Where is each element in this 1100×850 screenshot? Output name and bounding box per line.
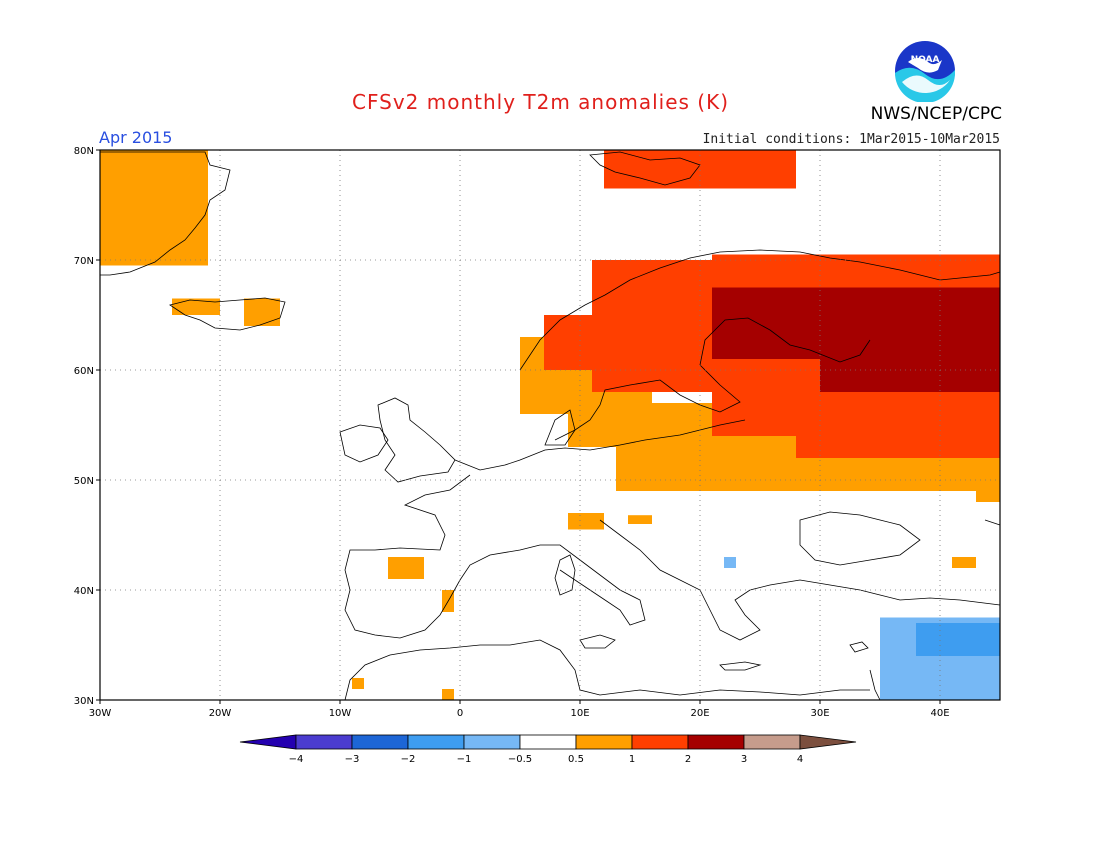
map-title: CFSv2 monthly T2m anomalies (K) [352,90,729,114]
anomaly-cell-22 [724,557,736,568]
map-axes: 30W 20W 10W 0 10E 20E 30E 40E 30N 40N 50N 60N 70N 80N [74,146,950,719]
colorbar-swatch [743,734,801,750]
coastline-scandinavia [519,249,1001,371]
map-frame [99,149,1001,701]
anomaly-cell-19 [952,557,976,568]
lat-tick-label: 40N [74,586,94,597]
lat-tick-label: 50N [74,476,94,487]
colorbar-label: 2 [685,754,691,765]
colorbar-swatch [575,734,633,750]
coastline-north-africa [344,639,870,701]
forecast-month-label: Apr 2015 [99,128,173,147]
lon-tick-label: 30W [89,708,112,719]
lon-tick-label: 40E [930,708,949,719]
colorbar-label: 3 [741,754,747,765]
coastline-jutland [544,409,576,446]
coastline-black-sea [799,511,921,566]
anomaly-cell-21 [442,689,454,700]
colorbar-label: −4 [289,754,304,765]
coastline-levant [869,669,881,701]
noaa-logo: NOAA [895,41,955,102]
lat-tick-label: 80N [74,146,94,157]
anomaly-cell-24 [916,623,1000,656]
coastline-greenland [100,151,231,276]
coastline-sicily [579,634,616,649]
coastline-ireland [339,424,389,463]
coastline-baltic [554,317,871,441]
coastline-crete [719,661,762,671]
lat-tick-label: 60N [74,366,94,377]
colorbar-swatch [351,734,409,750]
colorbar-label: 4 [797,754,803,765]
graticule [100,150,1000,700]
coastline-balkans [599,519,771,641]
lon-tick-label: 30E [810,708,829,719]
colorbar-label: −2 [401,754,416,765]
coastline-caspian [984,519,1001,526]
colorbar-label: −3 [345,754,360,765]
colorbar-swatch [631,734,689,750]
anomaly-cell-1 [172,298,220,315]
colorbar-swatch [407,734,465,750]
coastline-iceland [169,297,286,331]
coastline-svalbard [589,151,701,186]
anomaly-cell-0 [100,150,208,266]
anomaly-cell-12 [712,287,1000,359]
colorbar: −4 −3 −2 −1 −0.5 0.5 1 2 3 4 [239,734,857,765]
anomaly-shading [100,150,1000,700]
colorbar-label: 0.5 [568,754,584,765]
colorbar-high-arrow [799,734,857,750]
anomaly-cell-17 [388,557,424,579]
anomaly-cell-2 [244,298,280,326]
colorbar-label: −1 [457,754,472,765]
anomaly-cell-15 [568,513,604,530]
colorbar-low-arrow [239,734,297,750]
coastline-turkey [769,579,1001,606]
coastline-italy [540,544,646,626]
lat-tick-label: 70N [74,256,94,267]
coastline-continent-north [454,419,746,471]
lon-tick-label: 10E [570,708,589,719]
colorbar-swatch [463,734,521,750]
noaa-logo-text: NOAA [911,55,940,65]
agency-label: NWS/NCEP/CPC [870,104,1002,124]
lon-tick-label: 0 [457,708,463,719]
initial-conditions-label: Initial conditions: 1Mar2015-10Mar2015 [702,132,1000,147]
lat-tick-label: 30N [74,696,94,707]
coastline-france-iberia [344,474,541,639]
lon-tick-label: 20W [209,708,232,719]
lon-tick-label: 20E [690,708,709,719]
colorbar-label: −0.5 [508,754,532,765]
anomaly-cell-11 [796,403,1000,458]
coastline-cyprus [849,641,869,653]
anomaly-cell-20 [352,678,364,689]
colorbar-swatch [295,734,353,750]
coastline-great-britain [377,397,456,483]
colorbar-swatch [519,734,577,750]
colorbar-swatch [687,734,745,750]
lon-tick-label: 10W [329,708,352,719]
anomaly-cell-16 [628,515,652,524]
anomaly-cell-14 [976,458,1000,502]
colorbar-label: 1 [629,754,635,765]
coastline-sardinia-corsica [554,554,576,596]
anomaly-cell-9 [544,315,616,370]
